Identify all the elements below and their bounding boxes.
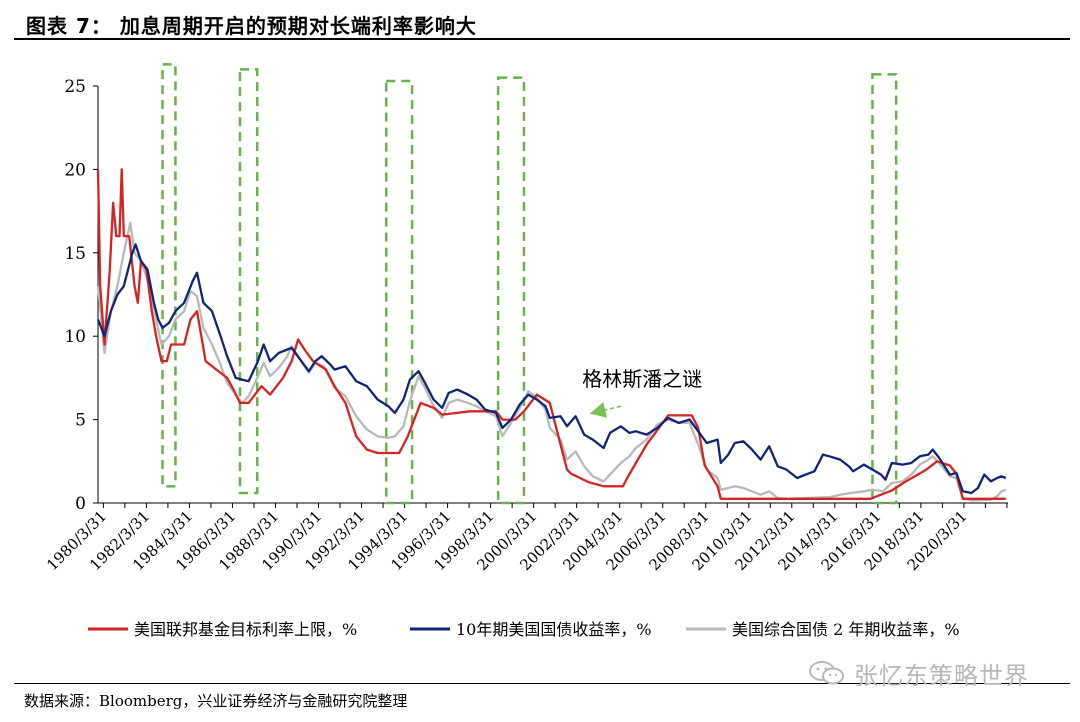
y-tick-label: 20	[64, 160, 86, 180]
y-tick-label: 15	[64, 244, 86, 264]
series-line-2	[96, 243, 1007, 495]
watermark: 张忆东策略世界	[808, 656, 1068, 690]
highlight-window	[496, 76, 526, 505]
report-header: 图表 7： 加息周期开启的预期对长端利率影响大	[14, 6, 1070, 40]
annotation-label: 格林斯潘之谜	[582, 367, 702, 391]
y-tick-label: 0	[75, 494, 86, 514]
chart-title: 图表 7： 加息周期开启的预期对长端利率影响大	[26, 14, 477, 38]
legend-label-3: 美国综合国债 2 年期收益率，%	[732, 620, 960, 639]
series-line-1	[96, 168, 1006, 500]
legend-label-1: 美国联邦基金目标利率上限，%	[134, 620, 357, 639]
y-tick-label: 10	[64, 327, 86, 347]
legend-label-2: 10年期美国国债收益率，%	[456, 620, 652, 639]
line-chart: 05101520251980/3/311982/3/311984/3/31198…	[43, 63, 1008, 639]
wechat-icon	[808, 660, 846, 686]
highlight-window	[161, 63, 177, 488]
highlight-window	[871, 73, 898, 505]
y-tick-label: 5	[75, 411, 86, 431]
annotation-arrow	[589, 402, 621, 418]
highlight-window	[238, 68, 259, 495]
footer-divider	[14, 683, 1070, 684]
y-tick-label: 25	[64, 77, 86, 97]
series-line-3	[96, 221, 1007, 502]
watermark-text: 张忆东策略世界	[854, 661, 1029, 690]
data-source-note: 数据来源：Bloomberg，兴业证券经济与金融研究院整理	[24, 692, 408, 710]
highlight-window	[385, 79, 414, 505]
